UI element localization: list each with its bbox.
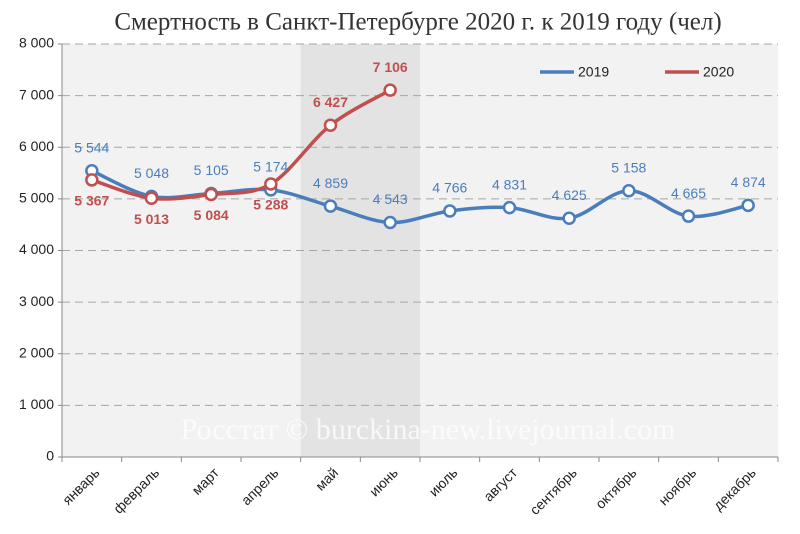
data-label: 5 158 [611,159,646,175]
data-label: 5 544 [74,139,109,155]
x-tick-label: февраль [110,464,162,516]
data-label: 7 106 [373,59,408,75]
y-tick-label: 1 000 [19,396,54,412]
x-tick-label: апрель [238,464,282,508]
x-tick-label: август [480,464,520,504]
data-label: 4 625 [552,187,587,203]
y-tick-label: 6 000 [19,138,54,154]
y-tick-label: 5 000 [19,190,54,206]
point [383,83,397,97]
point [502,200,517,215]
y-tick-label: 7 000 [19,86,54,102]
x-tick-label: сентябрь [526,464,579,517]
point [443,204,457,218]
data-label: 5 013 [134,211,169,227]
legend-label: 2020 [703,64,734,80]
chart-title: Смертность в Санкт-Петербурге 2020 г. к … [114,9,721,36]
point [383,215,397,230]
x-tick-label: январь [59,464,102,507]
data-label: 4 874 [731,174,766,190]
x-tick-label: декабрь [710,464,759,513]
data-label: 5 174 [253,159,288,175]
data-label: 6 427 [313,94,348,110]
x-tick-label: ноябрь [655,464,699,508]
x-tick-label: май [312,464,341,493]
point [85,173,99,187]
data-label: 4 543 [373,191,408,207]
data-label: 4 831 [492,176,527,192]
y-tick-label: 3 000 [19,293,54,309]
x-tick-label: март [188,464,222,498]
data-label: 5 288 [253,197,288,213]
y-tick-label: 4 000 [19,241,54,257]
data-label: 5 048 [134,165,169,181]
point [323,118,338,132]
data-label: 4 766 [432,180,467,196]
point [681,209,696,223]
x-tick-label: июль [426,464,461,499]
data-label: 4 859 [313,175,348,191]
x-tick-label: июнь [366,464,401,499]
point [144,191,159,205]
data-label: 4 665 [671,185,706,201]
point [562,211,576,225]
point [264,177,278,191]
watermark: Росстат © burckina-new.livejournal.com [181,413,676,446]
data-label: 5 105 [194,162,229,178]
y-tick-label: 8 000 [19,35,54,51]
legend-label: 2019 [578,64,609,80]
y-tick-label: 0 [46,448,54,464]
x-tick-label: октябрь [592,464,639,511]
point [622,183,636,198]
point [323,199,338,213]
y-tick-label: 2 000 [19,344,54,360]
point [741,198,755,213]
point [204,187,218,202]
data-label: 5 367 [74,193,109,209]
data-label: 5 084 [194,207,229,223]
